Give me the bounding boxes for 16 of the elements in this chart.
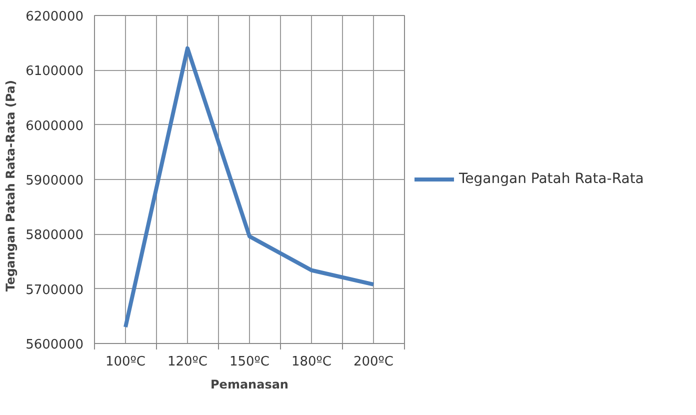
y-tick-label: 6100000 [26, 64, 84, 80]
x-tick-label: 100ºC [105, 354, 146, 370]
legend-label: Tegangan Patah Rata-Rata [459, 171, 644, 187]
y-tick-label: 5600000 [26, 338, 84, 352]
y-tick-label: 6200000 [26, 10, 84, 24]
x-tick-label: 180ºC [291, 354, 332, 370]
y-tick-label: 6000000 [26, 118, 84, 134]
y-tick-label: 5700000 [26, 282, 84, 298]
line-series [124, 46, 376, 330]
x-axis-title: Pemanasan [210, 378, 288, 392]
x-tick-label: 120ºC [167, 354, 208, 370]
y-axis-title: Tegangan Patah Rata-Rata (Pa) [4, 80, 18, 292]
y-tick-label: 5800000 [26, 228, 84, 244]
y-tick-label: 5900000 [26, 174, 84, 188]
x-tick-label: 200ºC [353, 354, 394, 370]
x-tick-label: 150ºC [229, 354, 270, 370]
